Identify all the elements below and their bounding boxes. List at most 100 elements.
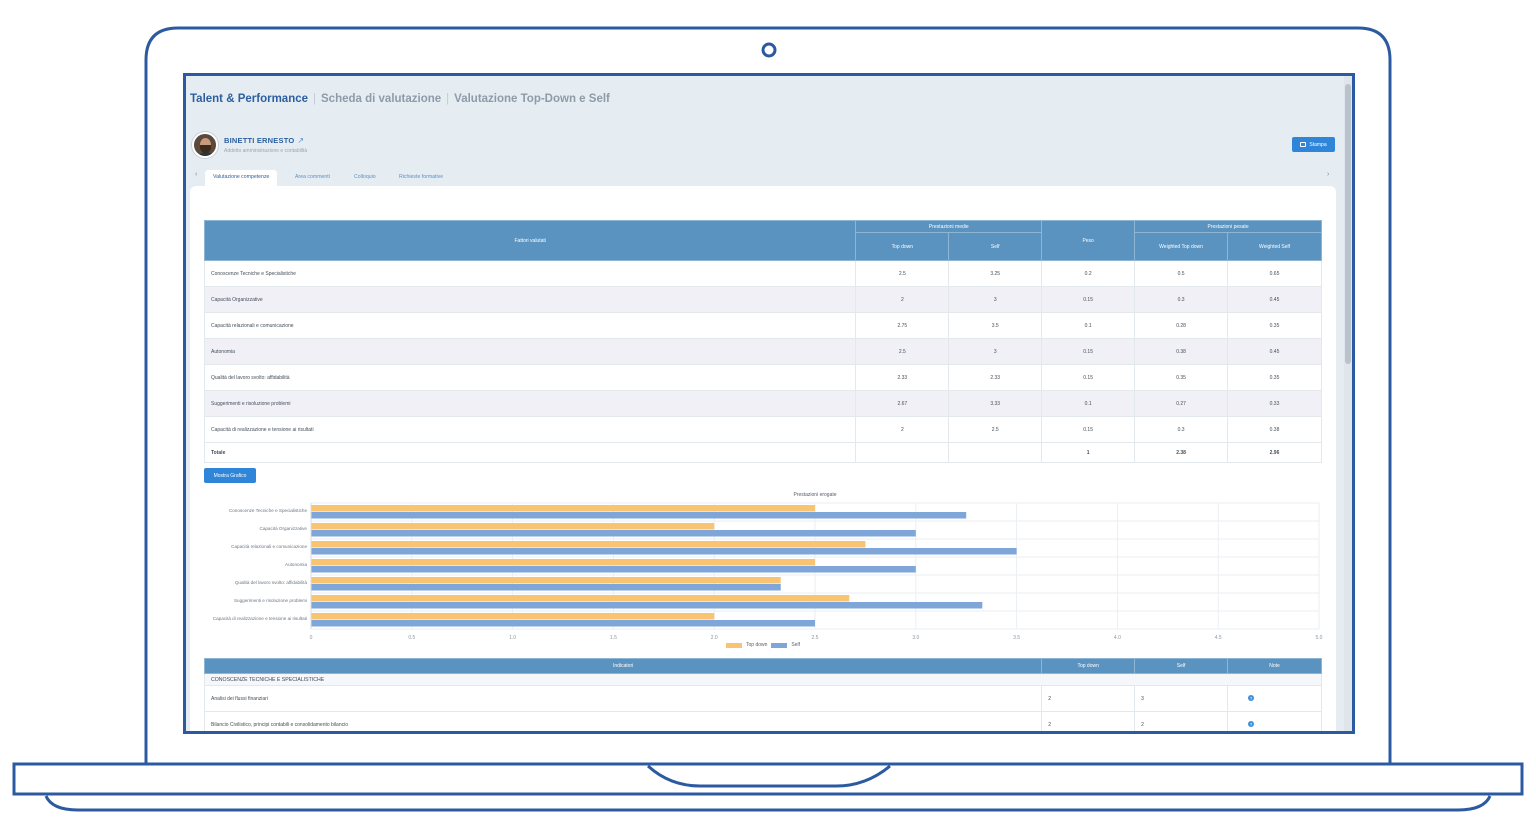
x-tick-label: 2.0: [711, 635, 718, 641]
x-tick-label: 3.5: [1013, 635, 1020, 641]
cell-wtop: 0.35: [1134, 364, 1229, 391]
cell-factor: Capacità di realizzazione e tensione ai …: [203, 416, 857, 443]
indicator-row: Bilancio Civilistico, principi contabili…: [203, 711, 1322, 731]
x-tick-label: 5.0: [1316, 635, 1323, 641]
category-label: Capacità Organizzative: [260, 526, 308, 531]
cell-wself: 0.35: [1227, 364, 1322, 391]
cell-factor: Autonomia: [203, 338, 857, 365]
cell-self: 3.5: [948, 312, 1043, 339]
header-peso: Peso: [1041, 220, 1136, 261]
cell-topdown: 2.33: [855, 364, 950, 391]
cell-factor: Conoscenze Tecniche e Specialistiche: [203, 260, 857, 287]
tab-valutazione-competenze[interactable]: Valutazione competenze: [205, 170, 278, 186]
total-empty: [948, 442, 1043, 463]
cell-wself: 0.35: [1227, 312, 1322, 339]
tab-colloquio[interactable]: Colloquio: [354, 174, 376, 180]
legend-top-down[interactable]: Top down: [746, 642, 768, 648]
cell-self: 3: [948, 338, 1043, 365]
bar-self[interactable]: [311, 620, 815, 627]
bar-chart: 0 0.5 1.0 1.5 2.0 2.5 3.0 3.5 4.0 4.5 5.0 Conoscenz…: [213, 502, 1323, 641]
section-title: CONOSCENZE TECNICHE E SPECIALISTICHE: [204, 673, 1322, 686]
cell-wtop: 0.3: [1134, 286, 1229, 313]
table-row: Suggerimenti e risoluzione problemi 2.67 3…: [203, 390, 1322, 417]
cell-factor: Capacità relazionali e comunicazione: [203, 312, 857, 339]
scroll-thumb[interactable]: [1345, 84, 1351, 364]
cell-wtop: 0.28: [1134, 312, 1229, 339]
question-icon[interactable]: ?: [1248, 721, 1255, 728]
header-top-down: Top down: [855, 232, 950, 261]
chevron-right-icon[interactable]: ›: [1327, 171, 1330, 178]
bar-top-down[interactable]: [311, 523, 715, 530]
cell-topdown: 2: [855, 286, 950, 313]
cell-topdown: 2: [855, 416, 950, 443]
bar-self[interactable]: [311, 512, 967, 519]
total-label: Totale: [203, 442, 857, 463]
breadcrumb-scheda[interactable]: Scheda di valutazione: [321, 93, 442, 105]
cell-topdown: 2.67: [855, 390, 950, 417]
employee-name[interactable]: BINETTI ERNESTO ↗: [224, 136, 305, 145]
table-row: Capacità di realizzazione e tensione ai …: [203, 416, 1322, 443]
cell-self: 3: [948, 286, 1043, 313]
header-prestazioni-medie: Prestazioni medie: [855, 220, 1043, 233]
bar-top-down[interactable]: [311, 505, 815, 512]
cell-self: 2.5: [948, 416, 1043, 443]
bar-self[interactable]: [311, 602, 983, 609]
indicator-row: Analisi dei flussi finanziari 2 3?: [203, 685, 1322, 712]
chevron-left-icon[interactable]: ‹: [195, 171, 198, 178]
legend-self[interactable]: Self: [791, 642, 801, 648]
tab-richieste-formative[interactable]: Richieste formative: [399, 174, 444, 180]
cell-weight: 0.2: [1041, 260, 1136, 287]
table-row: Autonomia 2.5 3 0.15 0.38 0.45: [203, 338, 1322, 365]
bar-top-down[interactable]: [311, 577, 781, 584]
bar-top-down[interactable]: [311, 559, 815, 566]
legend-swatch-top-down: [726, 642, 742, 648]
category-label: Capacità relazionali e comunicazione: [231, 544, 307, 549]
breadcrumb-talent[interactable]: Talent & Performance: [190, 93, 309, 105]
cell-wself: 0.65: [1227, 260, 1322, 287]
category-label: Suggerimenti e risoluzione problemi: [234, 598, 307, 603]
employee-role: Addetto amministrazione e contabilità: [224, 148, 308, 154]
bar-self[interactable]: [311, 530, 916, 537]
bar-top-down[interactable]: [311, 613, 715, 620]
table-row: Capacità relazionali e comunicazione 2.75…: [203, 312, 1322, 339]
x-tick-label: 3.0: [912, 635, 919, 641]
print-button[interactable]: Stampa: [1292, 137, 1335, 152]
x-tick-label: 1.5: [610, 635, 617, 641]
category-label: Capacità di realizzazione e tensione ai …: [213, 616, 307, 621]
header-fattori: Fattori valutati: [203, 220, 857, 261]
indicator-name: Analisi dei flussi finanziari: [203, 685, 1043, 712]
x-tick-label: 0: [310, 635, 313, 641]
cell-self: 3.25: [948, 260, 1043, 287]
bar-top-down[interactable]: [311, 595, 850, 602]
category-label: Qualità del lavoro svolto: affidabilità: [235, 580, 308, 585]
header-prestazioni-pesate: Prestazioni pesate: [1134, 220, 1322, 233]
total-wself: 2.96: [1227, 442, 1322, 463]
tab-area-commenti[interactable]: Area commenti: [295, 174, 330, 180]
show-chart-button[interactable]: Mostra Grafico: [204, 468, 256, 483]
header-self: Self: [948, 232, 1043, 261]
cell-topdown: 2.5: [855, 338, 950, 365]
total-wtop: 2.38: [1134, 442, 1229, 463]
x-tick-label: 0.5: [408, 635, 415, 641]
indicator-topdown: 2: [1041, 711, 1136, 731]
indicator-topdown: 2: [1041, 685, 1136, 712]
x-tick-label: 4.5: [1215, 635, 1222, 641]
bar-top-down[interactable]: [311, 541, 866, 548]
external-link-icon[interactable]: ↗: [297, 136, 305, 145]
chart-legend: Top down Self: [726, 642, 800, 648]
bar-self[interactable]: [311, 566, 916, 573]
cell-self: 3.33: [948, 390, 1043, 417]
total-weight: 1: [1041, 442, 1136, 463]
category-label: Conoscenze Tecniche e Specialistiche: [229, 508, 308, 513]
app-screen: Talent & Performance | Scheda di valutazio…: [186, 76, 1352, 731]
question-icon[interactable]: ?: [1248, 695, 1255, 702]
table-row: Qualità del lavoro svolto: affidabilità 2…: [203, 364, 1322, 391]
cell-wtop: 0.38: [1134, 338, 1229, 365]
bar-self[interactable]: [311, 548, 1017, 555]
bar-self[interactable]: [311, 584, 781, 591]
x-tick-label: 2.5: [812, 635, 819, 641]
breadcrumb: Talent & Performance | Scheda di valutazio…: [190, 93, 610, 105]
scrollbar[interactable]: [1344, 76, 1352, 731]
table-row: Conoscenze Tecniche e Specialistiche 2.5 3…: [203, 260, 1322, 287]
